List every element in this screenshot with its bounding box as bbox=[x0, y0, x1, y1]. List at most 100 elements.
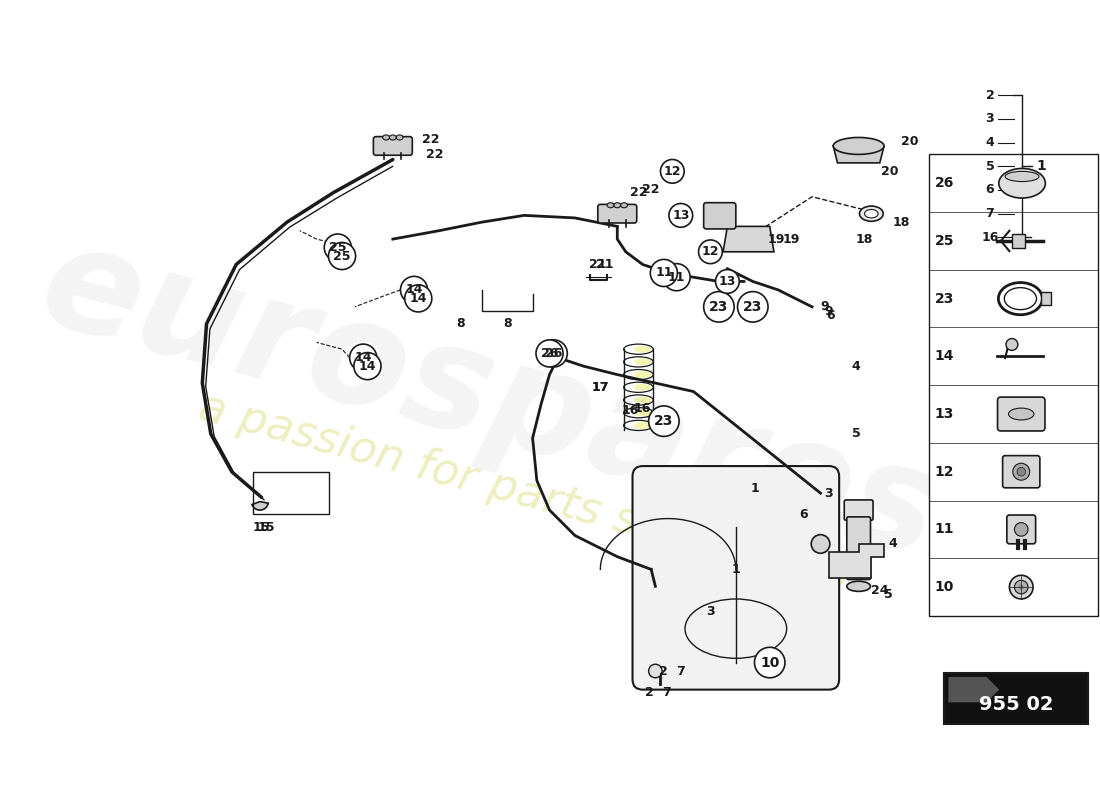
Ellipse shape bbox=[865, 210, 878, 218]
Text: 10: 10 bbox=[935, 580, 954, 594]
FancyBboxPatch shape bbox=[373, 137, 412, 155]
Text: 23: 23 bbox=[744, 300, 762, 314]
Text: 3: 3 bbox=[986, 112, 994, 126]
Ellipse shape bbox=[635, 410, 651, 416]
Polygon shape bbox=[829, 544, 884, 578]
Text: 17: 17 bbox=[592, 381, 609, 394]
Circle shape bbox=[405, 285, 432, 312]
Bar bbox=[1012, 234, 1024, 248]
FancyBboxPatch shape bbox=[844, 500, 873, 520]
Circle shape bbox=[650, 259, 678, 286]
Ellipse shape bbox=[635, 346, 651, 353]
Text: 25: 25 bbox=[333, 250, 351, 262]
Text: 22: 22 bbox=[629, 186, 647, 199]
Text: 16: 16 bbox=[981, 231, 999, 244]
Ellipse shape bbox=[833, 138, 884, 154]
Text: 5: 5 bbox=[851, 427, 860, 440]
Text: 1: 1 bbox=[751, 482, 760, 495]
Circle shape bbox=[350, 344, 377, 371]
Text: 23: 23 bbox=[935, 292, 954, 306]
FancyBboxPatch shape bbox=[597, 204, 637, 223]
FancyBboxPatch shape bbox=[1006, 515, 1035, 544]
Ellipse shape bbox=[635, 371, 651, 378]
Text: 14: 14 bbox=[934, 350, 954, 363]
Text: eurospares: eurospares bbox=[26, 213, 954, 587]
Ellipse shape bbox=[635, 422, 651, 429]
Bar bbox=[944, 673, 1088, 723]
Text: 25: 25 bbox=[329, 241, 346, 254]
Text: 7: 7 bbox=[676, 665, 685, 678]
Text: 23: 23 bbox=[710, 300, 728, 314]
Text: 1: 1 bbox=[1036, 159, 1046, 174]
Text: 4: 4 bbox=[888, 538, 896, 550]
Text: 26: 26 bbox=[541, 347, 558, 360]
Circle shape bbox=[669, 203, 693, 227]
Text: 12: 12 bbox=[934, 465, 954, 478]
Ellipse shape bbox=[859, 206, 883, 222]
Circle shape bbox=[649, 406, 679, 437]
Text: 1: 1 bbox=[732, 563, 740, 576]
Text: 13: 13 bbox=[718, 275, 736, 288]
Circle shape bbox=[1013, 463, 1030, 480]
Ellipse shape bbox=[396, 135, 403, 140]
Wedge shape bbox=[252, 502, 268, 510]
FancyBboxPatch shape bbox=[704, 202, 736, 229]
Circle shape bbox=[1019, 585, 1024, 590]
Text: 6: 6 bbox=[826, 309, 835, 322]
Text: 3: 3 bbox=[706, 606, 715, 618]
Text: 13: 13 bbox=[935, 407, 954, 421]
Text: 6: 6 bbox=[986, 183, 994, 197]
Text: 13: 13 bbox=[672, 209, 690, 222]
Ellipse shape bbox=[607, 202, 614, 208]
Text: 26: 26 bbox=[546, 347, 562, 360]
Polygon shape bbox=[948, 677, 999, 702]
Text: 14: 14 bbox=[409, 292, 427, 305]
Circle shape bbox=[755, 647, 785, 678]
Text: 24: 24 bbox=[871, 584, 889, 597]
Ellipse shape bbox=[620, 202, 627, 208]
Text: 17: 17 bbox=[592, 381, 609, 394]
Ellipse shape bbox=[1009, 408, 1034, 420]
Text: 3: 3 bbox=[825, 486, 834, 500]
Text: 25: 25 bbox=[934, 234, 954, 248]
Text: a passion for parts since 1985: a passion for parts since 1985 bbox=[194, 386, 855, 601]
Text: 26: 26 bbox=[935, 176, 954, 190]
Circle shape bbox=[354, 353, 381, 380]
Text: 20: 20 bbox=[901, 135, 918, 148]
Text: 5: 5 bbox=[986, 160, 994, 173]
Text: 19: 19 bbox=[768, 233, 785, 246]
Text: 12: 12 bbox=[663, 165, 681, 178]
Text: 955 02: 955 02 bbox=[979, 694, 1054, 714]
Text: 4: 4 bbox=[986, 136, 994, 149]
Ellipse shape bbox=[635, 384, 651, 390]
Circle shape bbox=[698, 240, 723, 264]
Bar bbox=[928, 154, 1098, 616]
Text: 18: 18 bbox=[892, 216, 910, 229]
Ellipse shape bbox=[847, 582, 870, 591]
Circle shape bbox=[400, 276, 428, 303]
Ellipse shape bbox=[999, 169, 1045, 198]
FancyBboxPatch shape bbox=[998, 397, 1045, 431]
Text: 22: 22 bbox=[427, 148, 444, 161]
Text: 2: 2 bbox=[986, 89, 994, 102]
Text: 2: 2 bbox=[645, 686, 653, 698]
Polygon shape bbox=[833, 146, 884, 163]
Circle shape bbox=[704, 291, 734, 322]
Circle shape bbox=[1014, 580, 1028, 594]
Text: 7: 7 bbox=[986, 207, 994, 220]
Text: 4: 4 bbox=[851, 360, 860, 373]
Text: 18: 18 bbox=[856, 233, 873, 246]
Text: 10: 10 bbox=[760, 655, 780, 670]
Circle shape bbox=[737, 291, 768, 322]
Bar bbox=[253, 472, 329, 514]
Circle shape bbox=[1014, 522, 1028, 536]
Text: 22: 22 bbox=[422, 133, 440, 146]
Text: 8: 8 bbox=[456, 318, 465, 330]
Circle shape bbox=[1018, 467, 1025, 476]
Text: 7: 7 bbox=[662, 686, 671, 698]
Ellipse shape bbox=[635, 397, 651, 403]
Text: 20: 20 bbox=[881, 165, 899, 178]
Text: 21: 21 bbox=[588, 258, 606, 271]
Text: 16: 16 bbox=[621, 404, 639, 417]
Ellipse shape bbox=[389, 135, 396, 140]
